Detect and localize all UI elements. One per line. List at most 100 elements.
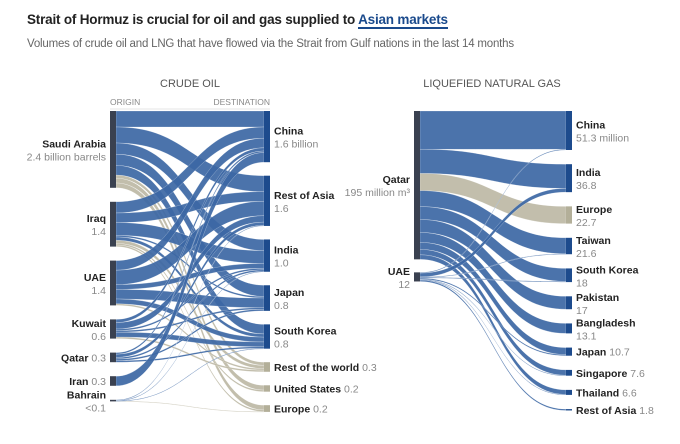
destination-china-name: China xyxy=(576,119,605,131)
origin-qatar-value: 0.3 xyxy=(88,352,106,364)
flow-qatar-to-china xyxy=(419,110,567,150)
destination-rest-of-the-world-label: Rest of the world 0.3 xyxy=(274,362,377,374)
destination-india-value: 36.8 xyxy=(576,180,597,192)
flow-uae-to-japan xyxy=(419,277,567,356)
destination-rest-of-the-world-name: Rest of the world xyxy=(274,362,359,374)
origin-iran-value: 0.3 xyxy=(88,376,106,388)
origin-label: ORIGIN xyxy=(110,97,140,107)
origin-iran-label: Iran 0.3 xyxy=(69,376,106,388)
origin-saudi-arabia-bar xyxy=(110,111,116,188)
destination-bangladesh-value: 13.1 xyxy=(576,330,597,342)
origin-saudi-arabia-value: 2.4 billion barrels xyxy=(27,151,106,163)
destination-pakistan-bar xyxy=(566,296,572,310)
destination-united-states-label: United States 0.2 xyxy=(274,383,359,395)
destination-china-value: 1.6 billion xyxy=(274,139,319,151)
origin-kuwait-name: Kuwait xyxy=(72,318,107,330)
destination-rest-of-the-world-value: 0.3 xyxy=(359,362,377,374)
destination-thailand-name: Thailand xyxy=(576,387,619,399)
destination-europe-bar xyxy=(566,206,572,224)
destination-south-korea-bar xyxy=(566,268,572,283)
destination-japan-value: 10.7 xyxy=(606,347,630,359)
destination-pakistan-value: 17 xyxy=(576,305,588,317)
destination-india-bar xyxy=(264,239,270,272)
destination-japan-label: Japan 10.7 xyxy=(576,347,630,359)
destination-japan-name: Japan xyxy=(576,347,606,359)
destination-europe-value: 0.2 xyxy=(310,404,328,416)
destination-japan-bar xyxy=(264,285,270,311)
destination-label: DESTINATION xyxy=(213,97,270,107)
destination-japan-name: Japan xyxy=(274,287,304,299)
destination-taiwan-bar xyxy=(566,237,572,255)
destination-india-bar xyxy=(566,164,572,193)
origin-bahrain-name: Bahrain xyxy=(67,390,106,402)
destination-singapore-name: Singapore xyxy=(576,368,628,380)
destination-china-value: 51.3 million xyxy=(576,132,629,144)
destination-europe-bar xyxy=(264,405,270,412)
destination-thailand-bar xyxy=(566,389,572,395)
destination-rest-of-asia-name: Rest of Asia xyxy=(576,405,636,417)
origin-qatar-value: 195 million m³ xyxy=(345,187,411,199)
origin-iraq-value: 1.4 xyxy=(91,226,106,238)
title-text: Strait of Hormuz is crucial for oil and … xyxy=(27,12,359,27)
destination-rest-of-asia-name: Rest of Asia xyxy=(274,190,334,202)
origin-saudi-arabia-name: Saudi Arabia xyxy=(42,138,106,150)
origin-qatar-bar xyxy=(110,352,116,363)
destination-taiwan-value: 21.6 xyxy=(576,248,597,260)
destination-india-value: 1.0 xyxy=(274,258,289,270)
destination-rest-of-asia-value: 1.6 xyxy=(274,203,289,215)
origin-kuwait-bar xyxy=(110,319,116,339)
destination-china-name: China xyxy=(274,126,303,138)
flow-bahrain-to-india xyxy=(115,271,265,402)
destination-singapore-value: 7.6 xyxy=(627,368,645,380)
destination-thailand-value: 6.6 xyxy=(619,387,637,399)
destination-bangladesh-bar xyxy=(566,323,572,334)
destination-united-states-value: 0.2 xyxy=(341,383,359,395)
origin-uae-value: 1.4 xyxy=(91,285,106,297)
chart-subtitle: Volumes of crude oil and LNG that have f… xyxy=(27,38,514,50)
destination-south-korea-value: 0.8 xyxy=(274,339,289,351)
destination-japan-bar xyxy=(566,347,572,356)
destination-europe-name: Europe xyxy=(274,404,310,416)
destination-south-korea-value: 18 xyxy=(576,277,588,289)
destination-south-korea-name: South Korea xyxy=(576,264,639,276)
destination-rest-of-asia-bar xyxy=(264,175,270,226)
flow-bahrain-to-europe xyxy=(115,400,265,413)
origin-uae-name: UAE xyxy=(388,266,410,278)
origin-qatar-label: Qatar 0.3 xyxy=(61,352,106,364)
flow-uae-to-taiwan xyxy=(419,253,567,278)
origin-iraq-bar xyxy=(110,201,116,247)
destination-taiwan-name: Taiwan xyxy=(576,235,611,247)
crude-oil-heading: CRUDE OIL xyxy=(160,78,220,90)
destination-europe-value: 22.7 xyxy=(576,217,597,229)
destination-india-name: India xyxy=(274,245,299,257)
origin-bahrain-bar xyxy=(110,399,116,402)
destination-united-states-name: United States xyxy=(274,383,341,395)
origin-bahrain-value: <0.1 xyxy=(85,403,106,415)
origin-qatar-name: Qatar xyxy=(383,174,410,186)
destination-india-name: India xyxy=(576,167,601,179)
destination-south-korea-name: South Korea xyxy=(274,326,337,338)
origin-qatar-bar xyxy=(414,111,420,260)
destination-pakistan-name: Pakistan xyxy=(576,292,619,304)
destination-europe-label: Europe 0.2 xyxy=(274,404,328,416)
origin-uae-bar xyxy=(110,260,116,306)
destination-japan-value: 0.8 xyxy=(274,300,289,312)
destination-rest-of-asia-label: Rest of Asia 1.8 xyxy=(576,405,654,417)
lng-heading: LIQUEFIED NATURAL GAS xyxy=(423,78,561,90)
destination-china-bar xyxy=(264,111,270,163)
origin-uae-bar xyxy=(414,272,420,282)
destination-united-states-bar xyxy=(264,385,270,392)
destination-singapore-bar xyxy=(566,369,572,376)
origin-iran-name: Iran xyxy=(69,376,88,388)
flow-bahrain-to-south-korea xyxy=(115,348,265,402)
title-highlight: Asian markets xyxy=(358,12,448,29)
origin-kuwait-value: 0.6 xyxy=(91,331,106,343)
origin-uae-value: 12 xyxy=(398,279,410,291)
destination-rest-of-the-world-bar xyxy=(264,362,270,372)
destination-europe-name: Europe xyxy=(576,204,612,216)
destination-rest-of-asia-value: 1.8 xyxy=(636,405,654,417)
chart-title: Strait of Hormuz is crucial for oil and … xyxy=(27,12,448,29)
